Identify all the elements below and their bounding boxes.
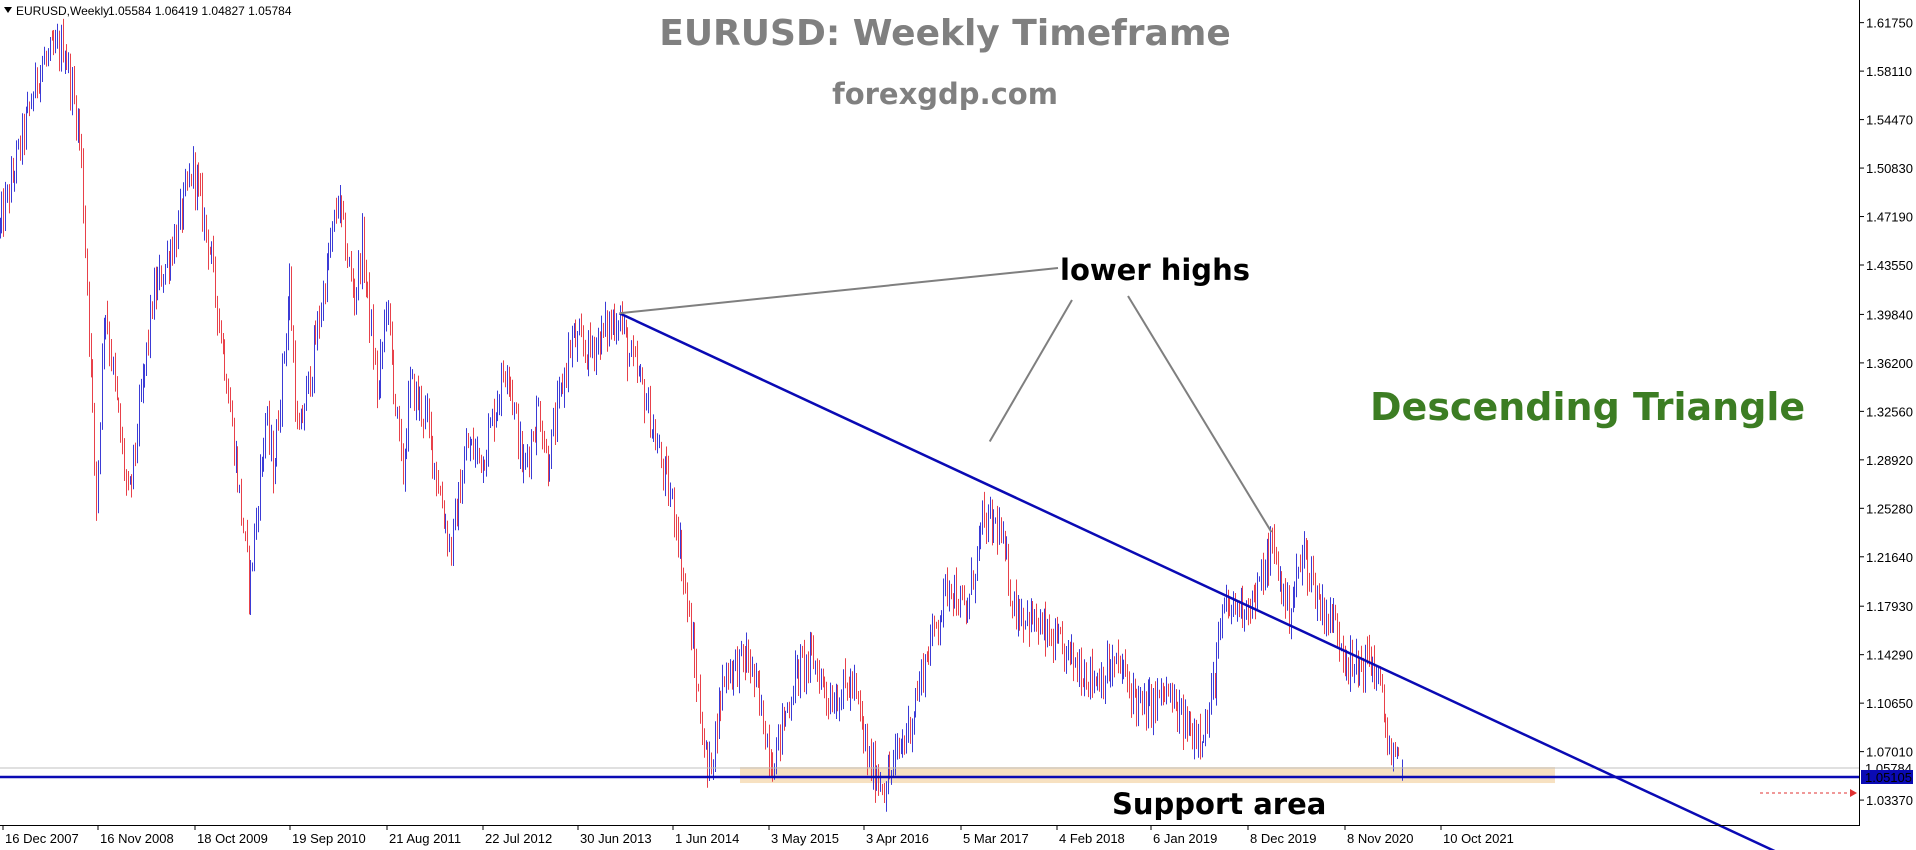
x-tick-label: 16 Nov 2008 [100, 831, 174, 846]
descending-trendline [618, 312, 1776, 850]
x-tick-label: 21 Aug 2011 [389, 831, 461, 846]
x-tick-label: 8 Nov 2020 [1347, 831, 1414, 846]
lines-layer [0, 267, 1859, 850]
y-tick-label: 1.25280 [1866, 501, 1913, 516]
y-tick-label: 1.14290 [1866, 648, 1913, 663]
y-tick-label: 1.28920 [1866, 453, 1913, 468]
x-tick-label: 1 Jun 2014 [675, 831, 739, 846]
y-tick-label: 1.47190 [1866, 210, 1913, 225]
support-area-label: Support area [1112, 787, 1326, 821]
price-marker-arrow-icon [1850, 789, 1857, 797]
y-tick-label: 1.21640 [1866, 550, 1913, 565]
pattern-label: Descending Triangle [1370, 385, 1805, 429]
y-tick-label: 1.61750 [1866, 16, 1913, 31]
candles-layer [0, 18, 1403, 812]
y-tick-label: 1.39840 [1866, 307, 1913, 322]
x-axis: 16 Dec 2007 16 Nov 2008 18 Oct 2009 19 Sep … [2, 825, 1514, 846]
y-tick-label: 1.17930 [1866, 599, 1913, 614]
lower-high-pointer [619, 267, 1059, 315]
support-zone [740, 767, 1555, 784]
ohlc-values: 1.05584 1.06419 1.04827 1.05784 [108, 4, 292, 18]
x-tick-label: 8 Dec 2019 [1250, 831, 1317, 846]
collapse-triangle-icon[interactable] [4, 7, 12, 13]
support-zone-layer [740, 767, 1555, 784]
y-tick-label: 1.50830 [1866, 161, 1913, 176]
x-tick-label: 19 Sep 2010 [292, 831, 366, 846]
x-tick-label: 4 Feb 2018 [1059, 831, 1125, 846]
lower-high-pointer [988, 299, 1073, 442]
y-tick-label: 1.43550 [1866, 258, 1913, 273]
support-price-tag-bg [1861, 769, 1913, 784]
chart-header: EURUSD,Weekly 1.05584 1.06419 1.04827 1.… [4, 4, 292, 18]
x-tick-label: 18 Oct 2009 [197, 831, 268, 846]
y-axis: 1.61750 1.58110 1.54470 1.50830 1.47190 1.435… [1859, 16, 1913, 808]
x-tick-label: 10 Oct 2021 [1443, 831, 1514, 846]
y-tick-label: 1.32560 [1866, 404, 1913, 419]
y-tick-label: 1.54470 [1866, 113, 1913, 128]
chart-subtitle: forexgdp.com [832, 77, 1058, 111]
y-tick-label: 1.58110 [1866, 64, 1912, 79]
x-tick-label: 3 May 2015 [771, 831, 839, 846]
x-tick-label: 6 Jan 2019 [1153, 831, 1217, 846]
x-tick-label: 3 Apr 2016 [866, 831, 929, 846]
x-tick-label: 16 Dec 2007 [5, 831, 79, 846]
x-tick-label: 30 Jun 2013 [580, 831, 652, 846]
y-tick-label: 1.10650 [1866, 696, 1913, 711]
lower-high-pointer [1127, 295, 1273, 533]
symbol-label: EURUSD,Weekly [16, 4, 109, 18]
y-tick-label: 1.36200 [1866, 356, 1913, 371]
x-tick-label: 5 Mar 2017 [963, 831, 1029, 846]
x-tick-label: 22 Jul 2012 [485, 831, 552, 846]
y-tick-label: 1.07010 [1866, 745, 1913, 760]
support-price-tag: 1.05105 [1865, 770, 1912, 785]
lower-highs-label: lower highs [1060, 253, 1250, 287]
y-tick-label: 1.03370 [1866, 793, 1913, 808]
chart-title: EURUSD: Weekly Timeframe [659, 13, 1231, 54]
